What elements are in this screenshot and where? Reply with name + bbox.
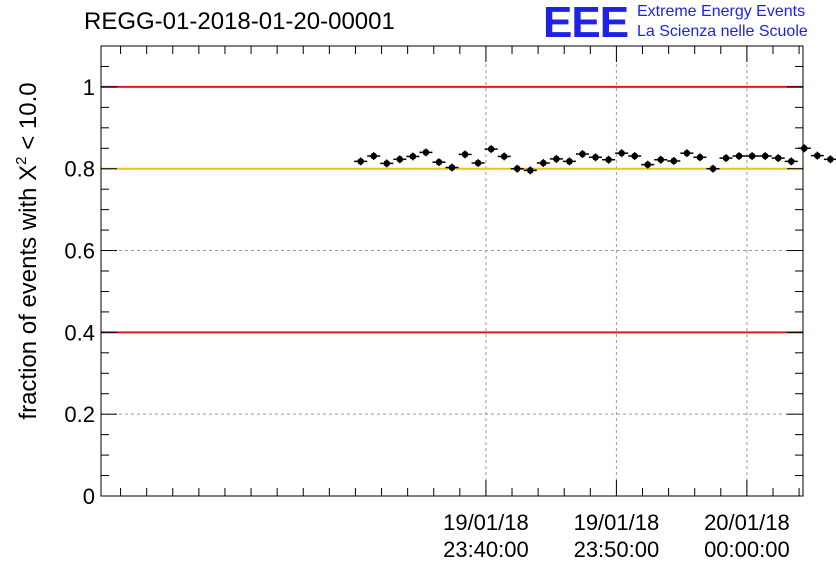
data-point bbox=[696, 153, 704, 161]
x-tick-label-date: 20/01/18 bbox=[704, 510, 790, 535]
data-point bbox=[540, 159, 547, 167]
data-point bbox=[409, 153, 417, 160]
run-title: REGG-01-2018-01-20-00001 bbox=[84, 8, 395, 35]
y-axis-label-prefix: fraction of events with bbox=[15, 181, 42, 420]
data-point bbox=[814, 152, 821, 159]
plot-frame bbox=[100, 45, 804, 497]
data-point bbox=[761, 152, 769, 160]
y-tick-label: 0.8 bbox=[64, 157, 95, 182]
y-tick-label: 0.6 bbox=[64, 239, 95, 264]
data-point bbox=[474, 159, 482, 167]
x-tick-label-date: 19/01/18 bbox=[443, 510, 529, 535]
data-point bbox=[644, 161, 652, 168]
y-tick-label: 0.2 bbox=[64, 402, 95, 427]
data-point bbox=[461, 151, 469, 158]
data-point bbox=[357, 158, 364, 165]
data-point bbox=[605, 156, 612, 164]
eee-logo: EEE bbox=[543, 0, 629, 47]
data-point bbox=[513, 165, 521, 173]
logo-subtitle-line1: Extreme Energy Events bbox=[637, 3, 806, 20]
data-point bbox=[592, 153, 599, 161]
data-point bbox=[748, 152, 756, 160]
y-axis-label-suffix: < 10.0 bbox=[15, 82, 42, 156]
y-axis-label-superscript: 2 bbox=[13, 156, 30, 164]
y-tick-label: 0 bbox=[83, 484, 95, 509]
data-point bbox=[787, 158, 795, 165]
data-point bbox=[631, 152, 638, 160]
x-tick-label-date: 19/01/18 bbox=[574, 510, 660, 535]
y-axis-label-symbol: X bbox=[15, 165, 42, 181]
y-axis-label: fraction of events with X2 < 10.0 bbox=[13, 82, 42, 419]
data-point bbox=[383, 160, 391, 167]
data-point bbox=[683, 149, 691, 157]
data-point bbox=[709, 165, 717, 173]
x-tick-label-time: 23:40:00 bbox=[443, 537, 529, 562]
data-point bbox=[448, 164, 456, 171]
x-tick-label-time: 23:50:00 bbox=[574, 537, 660, 562]
data-point bbox=[396, 156, 404, 163]
data-point bbox=[670, 157, 678, 165]
data-points bbox=[354, 144, 836, 175]
logo-subtitle-line2: La Scienza nelle Scuole bbox=[637, 23, 808, 40]
axes: 00.20.40.60.8119/01/1823:40:0019/01/1823… bbox=[64, 45, 803, 562]
data-point bbox=[553, 155, 560, 163]
data-point bbox=[500, 153, 508, 160]
x-tick-label-time: 00:00:00 bbox=[704, 537, 790, 562]
data-point bbox=[435, 158, 443, 166]
data-point bbox=[566, 158, 573, 165]
grid bbox=[101, 46, 803, 496]
data-point bbox=[657, 156, 665, 164]
data-point bbox=[618, 149, 625, 157]
data-point bbox=[735, 152, 743, 160]
data-point bbox=[526, 167, 534, 174]
data-point bbox=[774, 154, 782, 162]
data-point bbox=[370, 152, 378, 160]
data-point bbox=[827, 156, 834, 163]
data-point bbox=[722, 154, 730, 162]
data-point bbox=[579, 150, 586, 158]
reference-lines bbox=[101, 85, 803, 334]
y-tick-label: 0.4 bbox=[64, 320, 95, 345]
data-point bbox=[487, 145, 495, 153]
y-tick-label: 1 bbox=[83, 75, 95, 100]
data-point bbox=[422, 149, 430, 156]
